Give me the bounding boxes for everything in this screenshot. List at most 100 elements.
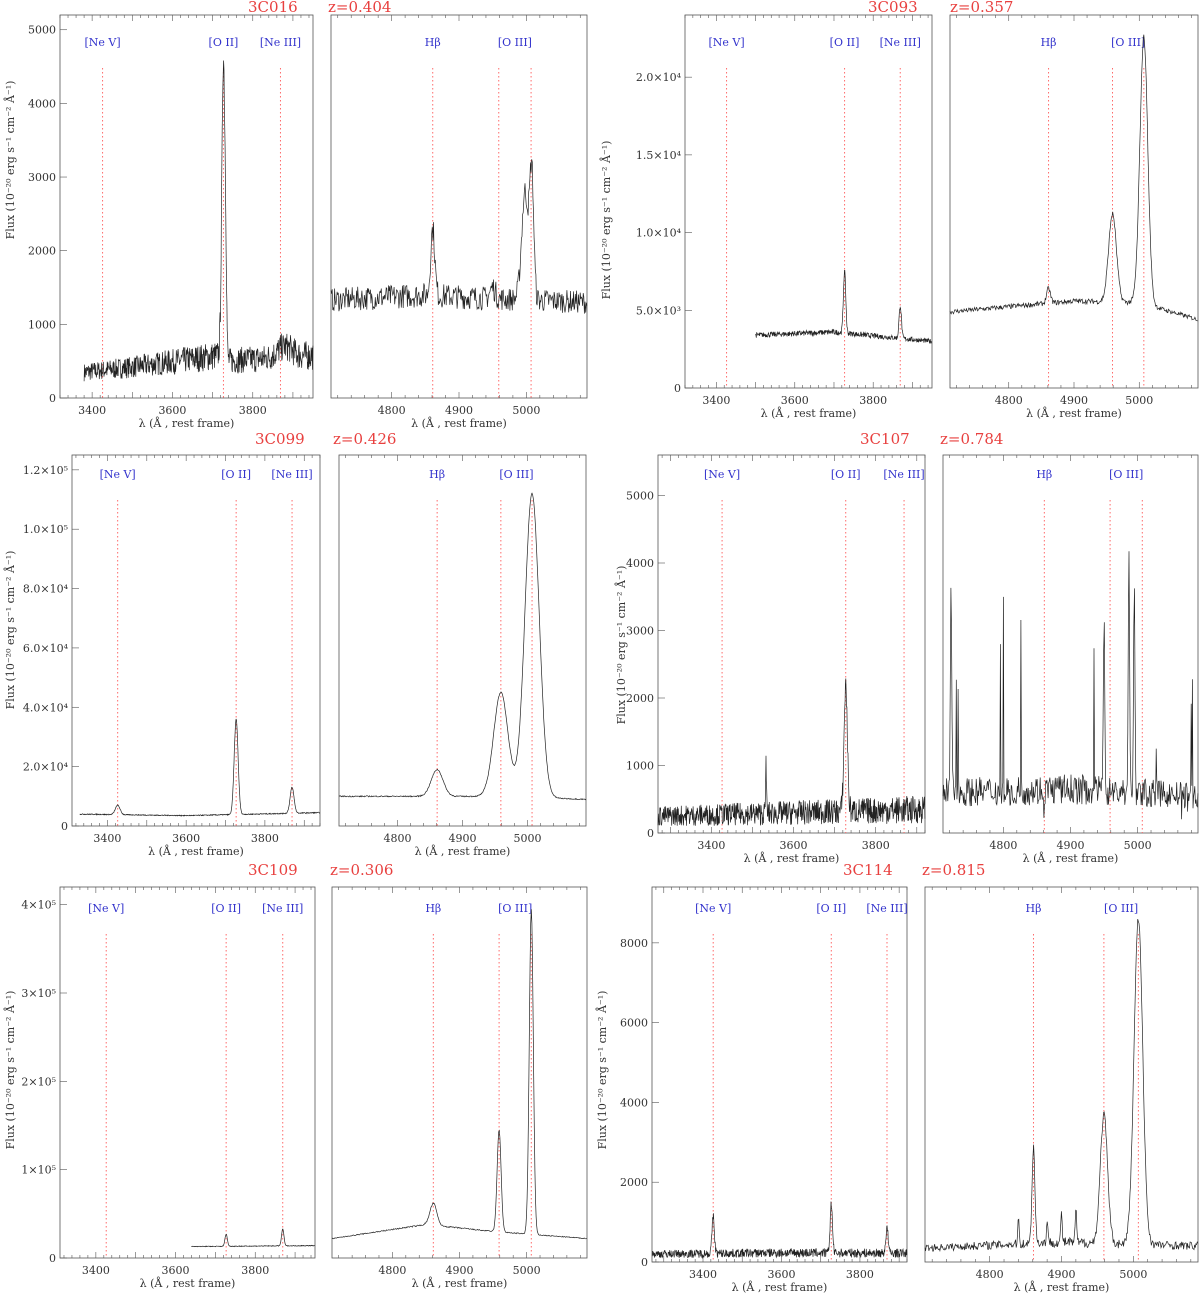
3c114-redshift: z=0.815 — [922, 861, 985, 879]
3c109-redshift: z=0.306 — [330, 861, 393, 879]
3c114-left-ytick-label: 0 — [641, 1256, 648, 1269]
3c099-left-xtick-label: 3800 — [251, 832, 279, 845]
3c093-left-frame — [684, 14, 933, 389]
3c016-right-line-label: [O III] — [498, 36, 532, 49]
3c099-left-frame — [71, 454, 321, 827]
3c099-left-ytick-label: 1.2×10⁵ — [23, 464, 68, 477]
3c099-right-line-label: Hβ — [429, 468, 445, 481]
3c107-ylabel: Flux (10⁻²⁰ erg s⁻¹ cm⁻² Å⁻¹) — [614, 566, 628, 725]
3c016-left-ytick-label: 3000 — [28, 171, 56, 184]
3c114-left-spectrum — [651, 1201, 908, 1260]
3c016-left-ytick-label: 1000 — [28, 318, 56, 331]
3c099-right-line-label: [O III] — [499, 468, 533, 481]
3c099-left-xtick-label: 3400 — [93, 832, 121, 845]
3c099-left-spectrum — [79, 718, 320, 817]
3c114-left-line-label: [O II] — [816, 902, 846, 915]
3c016-title: 3C016 — [248, 0, 298, 16]
3c016-right-panel: 4800 4900 5000 λ (Å , rest frame) Hβ [O III] — [330, 14, 588, 430]
3c093-left-ytick-label: 5.0×10³ — [636, 304, 681, 317]
3c114-right-spectrum — [924, 919, 1199, 1253]
3c107-left-ytick-label: 1000 — [626, 760, 654, 773]
3c107-right-spectrum — [942, 551, 1199, 820]
3c107-title: 3C107 — [860, 430, 910, 448]
3c107-left-line-label: [Ne III] — [883, 468, 924, 481]
3c093-left-ytick-label: 1.5×10⁴ — [636, 149, 682, 162]
3c114-right-xtick-label: 4800 — [976, 1268, 1004, 1281]
3c107-right-xlabel: λ (Å , rest frame) — [1023, 851, 1119, 865]
3c114-left-ytick-label: 2000 — [620, 1176, 648, 1189]
3c093-left-line-label: [O II] — [830, 36, 860, 49]
3c099-left-panel: 3400 3600 3800 λ (Å , rest frame) 0 2.0×10⁴ 4.… — [23, 454, 321, 858]
3c109-left-spectrum — [191, 1228, 316, 1248]
3c114-left-ytick-label: 4000 — [620, 1096, 648, 1109]
3c107-left-spectrum — [657, 678, 926, 826]
3c109-left-line-label: [Ne III] — [262, 902, 303, 915]
3c114-right-frame — [924, 886, 1199, 1263]
3c107-left-xtick-label: 3800 — [862, 839, 890, 852]
3c099-left-ytick-label: 6.0×10⁴ — [23, 642, 69, 655]
3c099-ylabel: Flux (10⁻²⁰ erg s⁻¹ cm⁻² Å⁻¹) — [3, 551, 17, 710]
3c107-right-panel: 4800 4900 5000 λ (Å , rest frame) Hβ [O III] — [942, 454, 1199, 865]
3c114-left-panel: 3400 3600 3800 λ (Å , rest frame) 0 2000 4000 6… — [620, 886, 908, 1294]
3c016-left-ytick-label: 5000 — [28, 24, 56, 37]
3c114-right-line-label: [O III] — [1104, 902, 1138, 915]
3c114-right-xtick-label: 4900 — [1048, 1268, 1076, 1281]
3c114-left-ytick-label: 8000 — [620, 937, 648, 950]
3c109-right-spectrum — [331, 909, 587, 1240]
3c114-left-xtick-label: 3600 — [767, 1268, 795, 1281]
3c093-left-ytick-label: 1.0×10⁴ — [636, 227, 682, 240]
3c099-left-ytick-label: 1.0×10⁵ — [23, 523, 68, 536]
3c107-left-line-label: [Ne V] — [704, 468, 740, 481]
3c114-right-panel: 4800 4900 5000 λ (Å , rest frame) Hβ [O III] — [924, 886, 1199, 1294]
3c109-right-xtick-label: 5000 — [513, 1264, 541, 1277]
3c114-left-line-label: [Ne V] — [695, 902, 731, 915]
3c016-left-xlabel: λ (Å , rest frame) — [139, 416, 235, 430]
3c114-left-frame — [651, 886, 908, 1263]
3c016-left-xtick-label: 3800 — [239, 404, 267, 417]
3c107-left-ytick-label: 5000 — [626, 490, 654, 503]
3c109-right-xtick-label: 4900 — [446, 1264, 474, 1277]
3c016-left-ytick-label: 2000 — [28, 245, 56, 258]
3c016-left-panel: 3400 3600 3800 λ (Å , rest frame) 0 1000 2000 3… — [28, 14, 314, 430]
3c109-left-xtick-label: 3800 — [241, 1264, 269, 1277]
3c093-ylabel: Flux (10⁻²⁰ erg s⁻¹ cm⁻² Å⁻¹) — [599, 141, 613, 300]
3c107-left-ytick-label: 3000 — [626, 625, 654, 638]
3c016-left-xtick-label: 3600 — [158, 404, 186, 417]
3c099-left-ytick-label: 8.0×10⁴ — [23, 583, 69, 596]
3c016-right-frame — [330, 14, 588, 399]
3c099-left-line-label: [Ne V] — [100, 468, 136, 481]
3c016-redshift: z=0.404 — [328, 0, 391, 16]
3c107-left-panel: 3400 3600 3800 λ (Å , rest frame) 0 1000 2000 3… — [626, 454, 926, 865]
3c107-left-ytick-label: 4000 — [626, 557, 654, 570]
3c093-left-xtick-label: 3400 — [702, 394, 730, 407]
3c099-left-ytick-label: 4.0×10⁴ — [23, 701, 69, 714]
3c016-left-spectrum — [83, 60, 314, 382]
3c114-right-line-label: Hβ — [1026, 902, 1042, 915]
3c107-right-xtick-label: 4800 — [989, 839, 1017, 852]
3c114-right-xtick-label: 5000 — [1119, 1268, 1147, 1281]
3c016-right-xlabel: λ (Å , rest frame) — [411, 416, 507, 430]
3c107-left-xtick-label: 3400 — [697, 839, 725, 852]
3c109-right-xlabel: λ (Å , rest frame) — [412, 1276, 508, 1290]
3c107-left-xlabel: λ (Å , rest frame) — [744, 851, 840, 865]
3c016-left-line-label: [O II] — [209, 36, 239, 49]
3c099-left-line-label: [Ne III] — [271, 468, 312, 481]
3c109-right-frame — [331, 886, 588, 1259]
3c109-left-line-label: [Ne V] — [88, 902, 124, 915]
3c099-left-ytick-label: 2.0×10⁴ — [23, 761, 69, 774]
3c107-left-line-label: [O II] — [831, 468, 861, 481]
3c109-left-ytick-label: 0 — [49, 1252, 56, 1265]
3c016-right-line-label: Hβ — [425, 36, 441, 49]
3c107-left-ytick-label: 0 — [647, 827, 654, 840]
3c093-title: 3C093 — [868, 0, 918, 16]
3c016-left-ytick-label: 4000 — [28, 97, 56, 110]
3c093-redshift: z=0.357 — [950, 0, 1013, 16]
3c114-left-xlabel: λ (Å , rest frame) — [732, 1280, 828, 1294]
3c114-left-ytick-label: 6000 — [620, 1017, 648, 1030]
3c099-right-spectrum — [338, 492, 587, 801]
3c016-left-line-label: [Ne III] — [260, 36, 301, 49]
3c107-left-xtick-label: 3600 — [780, 839, 808, 852]
3c109-right-line-label: [O III] — [498, 902, 532, 915]
